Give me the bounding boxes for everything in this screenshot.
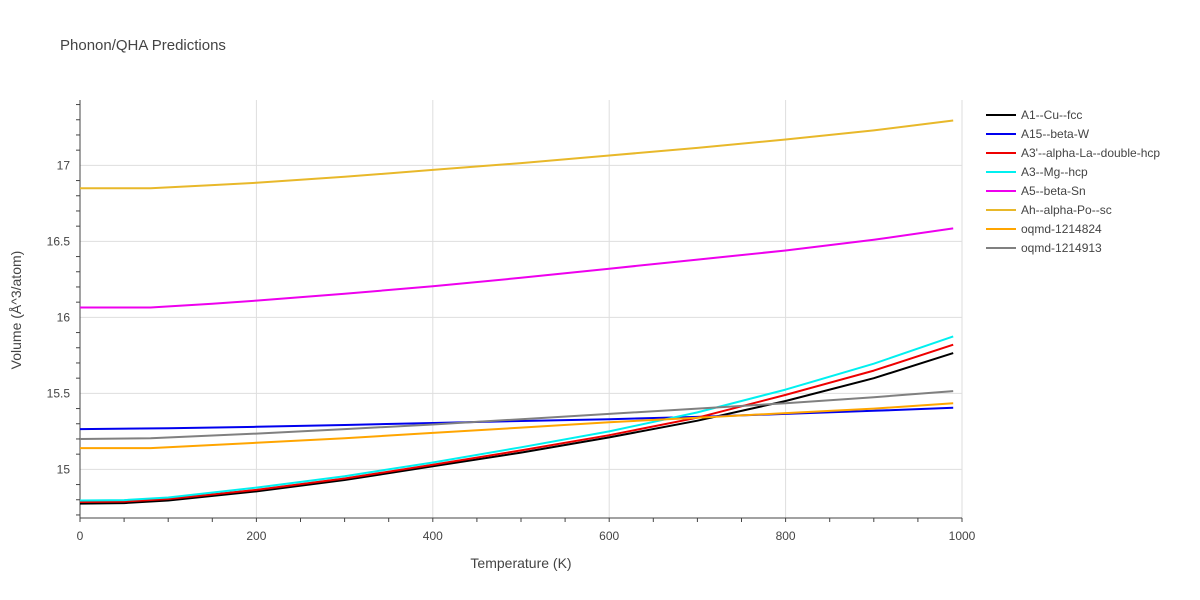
legend-item[interactable]: oqmd-1214824	[986, 222, 1102, 236]
legend-item[interactable]: A3--Mg--hcp	[986, 165, 1088, 179]
y-tick-label: 16.5	[47, 234, 71, 248]
legend-item[interactable]: Ah--alpha-Po--sc	[986, 203, 1112, 217]
legend-label: A3--Mg--hcp	[1021, 165, 1088, 179]
series-line[interactable]	[79, 390, 954, 440]
y-tick-label: 15.5	[47, 386, 71, 400]
axes: 0 200 400 600 800 1000 15 15.5 16 16.5 17	[47, 100, 976, 543]
series-line[interactable]	[80, 119, 954, 190]
x-axis-title: Temperature (K)	[470, 555, 571, 571]
series-line[interactable]	[79, 335, 954, 502]
legend-label: A5--beta-Sn	[1021, 184, 1086, 198]
x-tick-label: 600	[599, 529, 619, 543]
legend-item[interactable]: A5--beta-Sn	[986, 184, 1086, 198]
legend-item[interactable]: A15--beta-W	[986, 127, 1090, 141]
x-tick-label: 800	[776, 529, 796, 543]
y-tick-label: 16	[57, 310, 71, 324]
chart-title: Phonon/QHA Predictions	[60, 37, 226, 54]
x-tick-label: 200	[246, 529, 266, 543]
x-tick-label: 1000	[949, 529, 976, 543]
series-line[interactable]	[79, 352, 954, 505]
series-line[interactable]	[80, 402, 954, 450]
legend-label: oqmd-1214824	[1021, 222, 1102, 236]
y-tick-label: 15	[57, 462, 71, 476]
legend-label: A1--Cu--fcc	[1021, 108, 1082, 122]
series-line[interactable]	[80, 227, 954, 309]
legend-label: oqmd-1214913	[1021, 241, 1102, 255]
x-tick-label: 0	[77, 529, 84, 543]
grid-lines	[80, 100, 963, 518]
x-tick-label: 400	[423, 529, 443, 543]
series-line[interactable]	[79, 343, 954, 503]
legend-item[interactable]: A3'--alpha-La--double-hcp	[986, 146, 1160, 160]
legend-item[interactable]: oqmd-1214913	[986, 241, 1102, 255]
legend[interactable]: A1--Cu--fcc A15--beta-W A3'--alpha-La--dou…	[986, 108, 1160, 255]
y-tick-label: 17	[57, 158, 71, 172]
legend-label: Ah--alpha-Po--sc	[1021, 203, 1112, 217]
legend-item[interactable]: A1--Cu--fcc	[986, 108, 1082, 122]
legend-label: A15--beta-W	[1021, 127, 1090, 141]
series-lines	[79, 119, 954, 505]
y-axis-title: Volume (Å^3/atom)	[8, 251, 24, 370]
legend-label: A3'--alpha-La--double-hcp	[1021, 146, 1160, 160]
series-line[interactable]	[79, 406, 954, 431]
